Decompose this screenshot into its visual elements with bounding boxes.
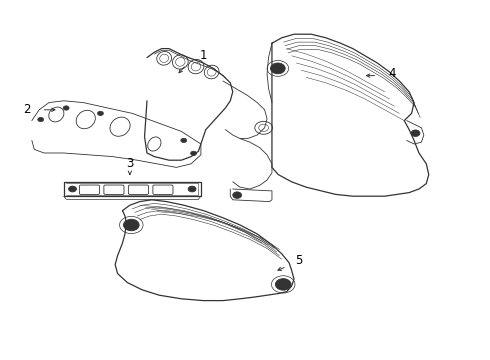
Text: 2: 2 — [23, 103, 31, 116]
Circle shape — [98, 111, 103, 116]
Circle shape — [188, 186, 196, 192]
Text: 4: 4 — [388, 67, 396, 80]
Circle shape — [275, 279, 291, 290]
Circle shape — [181, 138, 187, 143]
Circle shape — [38, 117, 44, 122]
Circle shape — [123, 219, 139, 231]
Circle shape — [411, 130, 420, 136]
FancyBboxPatch shape — [153, 185, 173, 194]
Text: 5: 5 — [295, 255, 303, 267]
FancyBboxPatch shape — [128, 185, 148, 194]
Circle shape — [191, 151, 196, 156]
Circle shape — [63, 106, 69, 110]
Text: 3: 3 — [126, 157, 134, 170]
FancyBboxPatch shape — [104, 185, 124, 194]
FancyBboxPatch shape — [79, 185, 99, 194]
Circle shape — [270, 63, 285, 74]
Circle shape — [69, 186, 76, 192]
Circle shape — [233, 192, 242, 198]
Text: 1: 1 — [199, 49, 207, 62]
